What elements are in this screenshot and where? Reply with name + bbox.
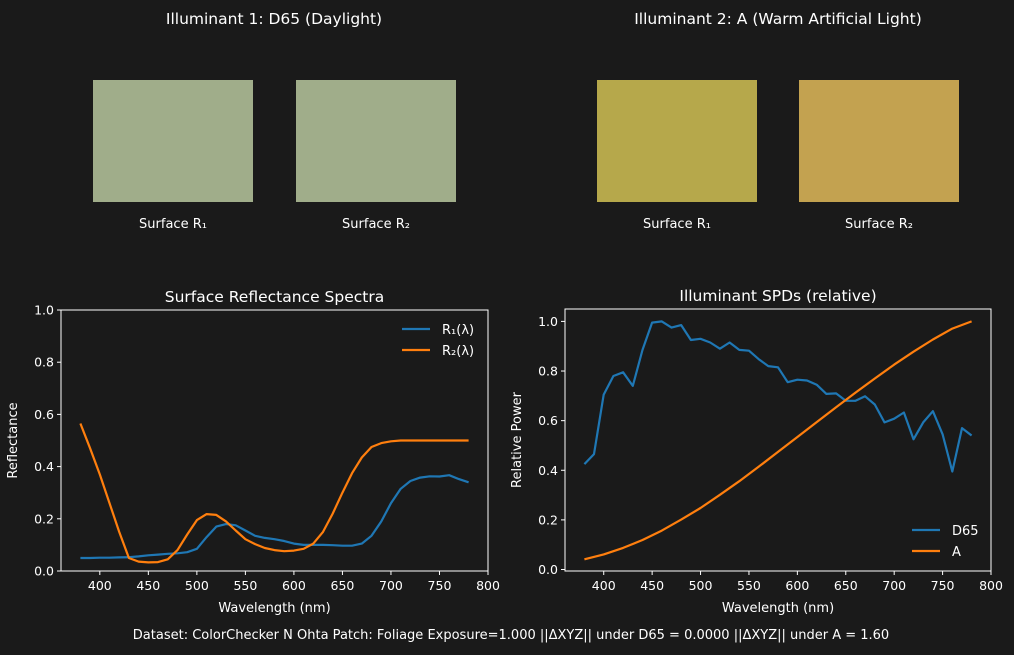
series-line-1 (79, 423, 469, 564)
series-line-0 (583, 320, 973, 473)
patch-label-d65-r1: Surface R₁ (139, 217, 207, 232)
x-tick-label: 650 (331, 578, 355, 593)
x-tick-label: 750 (931, 578, 955, 593)
y-tick-label: 0.8 (538, 364, 558, 379)
plot-frame (564, 308, 992, 572)
chart-title: Surface Reflectance Spectra (165, 288, 384, 306)
x-tick-label: 650 (834, 578, 858, 593)
y-axis-label: Relative Power (510, 391, 525, 488)
x-tick-label: 600 (282, 578, 306, 593)
y-tick-label: 0.2 (538, 512, 558, 527)
y-tick-label: 0.0 (538, 562, 558, 577)
patch-label-d65-r2: Surface R₂ (342, 217, 410, 232)
x-tick-label: 550 (737, 578, 761, 593)
y-tick-label: 0.2 (34, 511, 54, 526)
panel2-title: Illuminant 2: A (Warm Artificial Light) (634, 10, 922, 28)
y-axis-label: Reflectance (6, 402, 21, 478)
patch-d65-r1 (93, 80, 253, 202)
reflectance-chart: Surface Reflectance Spectra 400 450 500 550 6… (6, 288, 500, 616)
patch-label-a-r1: Surface R₁ (643, 217, 711, 232)
legend-label-1: A (952, 545, 961, 560)
spd-chart: Illuminant SPDs (relative) 400 450 500 550 60… (510, 287, 1003, 616)
y-tick-label: 1.0 (538, 314, 558, 329)
x-tick-label: 800 (979, 578, 1003, 593)
patch-label-a-r2: Surface R₂ (845, 217, 913, 232)
patch-a-r2 (799, 80, 959, 202)
legend-label-1: R₂(λ) (442, 344, 474, 359)
x-axis-label: Wavelength (nm) (722, 601, 834, 616)
x-tick-label: 450 (640, 578, 664, 593)
chart-title: Illuminant SPDs (relative) (679, 287, 876, 305)
x-tick-label: 800 (476, 578, 500, 593)
plot-frame (60, 309, 489, 572)
y-tick-label: 0.4 (34, 459, 54, 474)
legend-label-0: D65 (952, 524, 979, 539)
patch-a-r1 (597, 80, 757, 202)
x-tick-label: 600 (785, 578, 809, 593)
x-tick-label: 700 (379, 578, 403, 593)
y-tick-label: 0.6 (34, 407, 54, 422)
x-tick-label: 500 (185, 578, 209, 593)
x-tick-label: 400 (592, 578, 616, 593)
x-tick-label: 700 (882, 578, 906, 593)
y-tick-label: 0.4 (538, 463, 558, 478)
x-tick-label: 500 (689, 578, 713, 593)
x-tick-label: 450 (136, 578, 160, 593)
x-tick-label: 750 (428, 578, 452, 593)
panel1-title: Illuminant 1: D65 (Daylight) (166, 10, 382, 28)
y-tick-label: 0.6 (538, 413, 558, 428)
patch-d65-r2 (296, 80, 456, 202)
x-tick-label: 550 (233, 578, 257, 593)
x-axis-label: Wavelength (nm) (218, 601, 330, 616)
y-tick-label: 1.0 (34, 303, 54, 318)
y-tick-label: 0.0 (34, 564, 54, 579)
x-tick-label: 400 (88, 578, 112, 593)
series-line-1 (584, 320, 972, 561)
series-line-0 (80, 474, 469, 560)
legend-label-0: R₁(λ) (442, 323, 474, 338)
footer-info: Dataset: ColorChecker N Ohta Patch: Foli… (133, 628, 889, 643)
y-tick-label: 0.8 (34, 355, 54, 370)
